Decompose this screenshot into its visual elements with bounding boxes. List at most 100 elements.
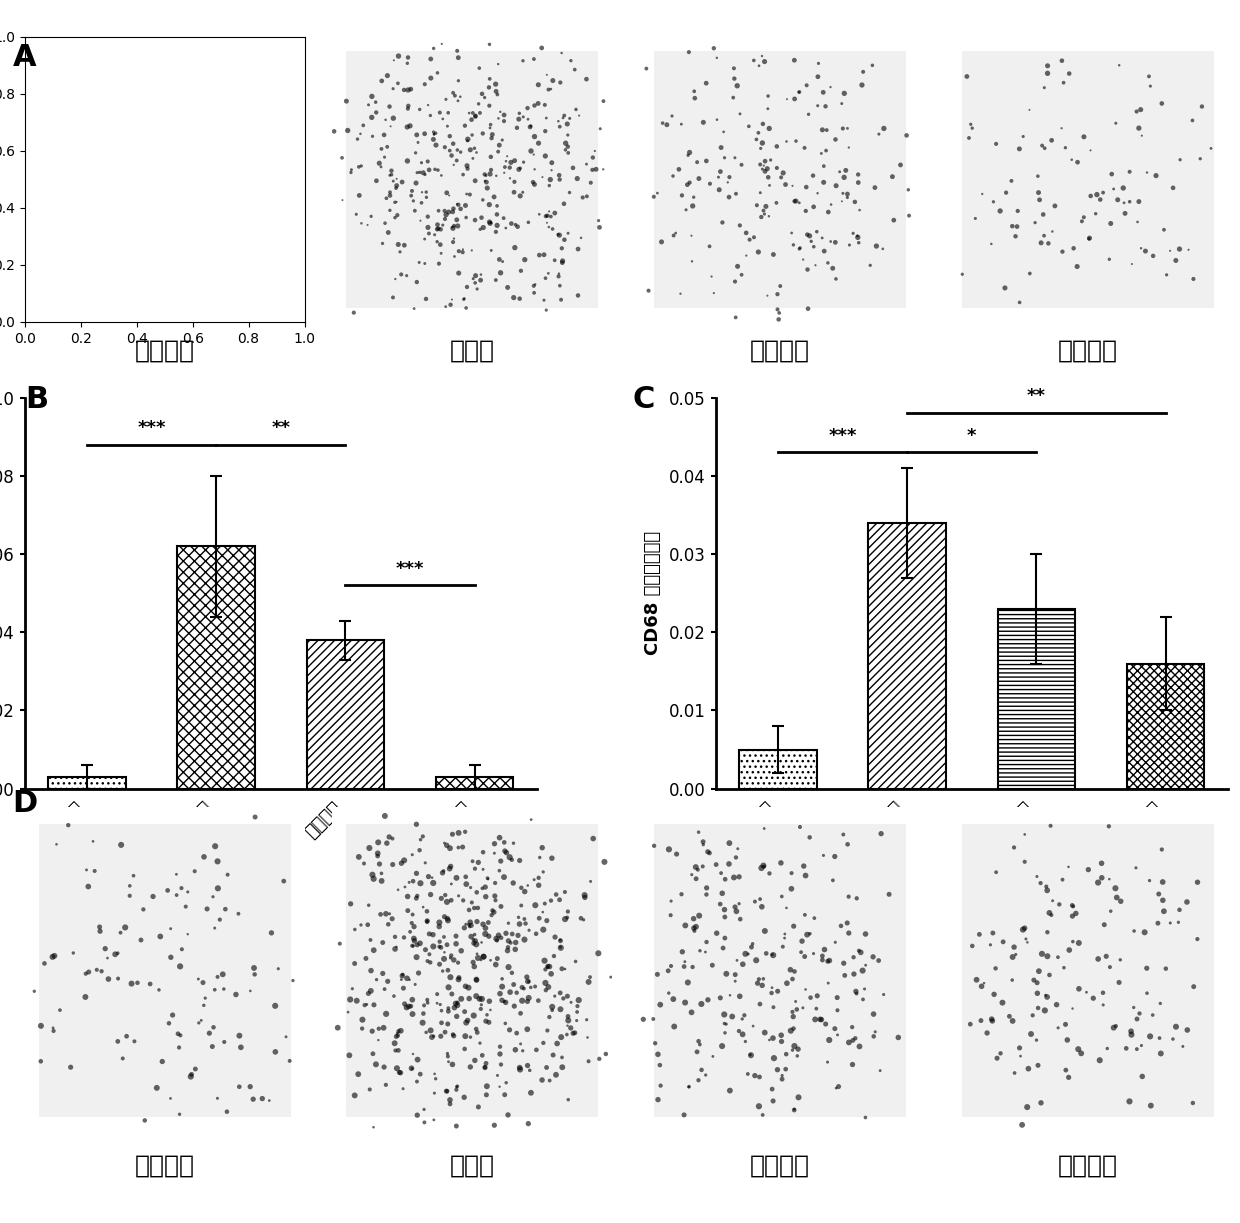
Point [869, 950, 889, 970]
Point [182, 150, 202, 170]
Point [866, 1022, 885, 1042]
Point [672, 884, 692, 904]
Point [696, 1065, 715, 1085]
Point [744, 227, 764, 247]
Point [464, 956, 484, 976]
Point [109, 61, 129, 81]
Point [738, 1064, 758, 1084]
Point [415, 854, 435, 873]
Point [750, 138, 770, 158]
Point [443, 1025, 463, 1044]
Point [487, 84, 507, 104]
Point [523, 172, 543, 192]
Point [438, 116, 458, 136]
Point [714, 1005, 734, 1025]
Point [464, 1005, 484, 1025]
Point [42, 947, 62, 966]
Point [470, 103, 490, 122]
Point [408, 132, 428, 152]
Point [218, 865, 238, 884]
Point [801, 231, 821, 251]
Point [382, 161, 402, 181]
Point [1045, 196, 1065, 215]
Point [466, 987, 486, 1007]
Point [465, 106, 485, 126]
Point [180, 83, 200, 103]
Point [884, 210, 904, 230]
Point [497, 940, 517, 960]
Point [458, 278, 477, 297]
Point [228, 904, 248, 923]
Point [975, 974, 994, 993]
Point [467, 1022, 487, 1042]
Point [552, 959, 572, 978]
Point [467, 944, 487, 964]
Point [558, 987, 578, 1007]
Point [383, 171, 403, 191]
Point [392, 966, 412, 986]
Point [838, 887, 858, 906]
Point [481, 115, 501, 135]
Point [418, 95, 438, 115]
Point [528, 868, 548, 888]
Point [434, 833, 454, 852]
Point [1168, 912, 1188, 932]
Point [883, 166, 903, 186]
Point [500, 158, 520, 177]
Point [486, 929, 506, 949]
Point [1202, 138, 1221, 158]
Point [1100, 958, 1120, 977]
Point [719, 168, 739, 187]
Point [680, 143, 699, 163]
Point [528, 133, 548, 153]
Point [1183, 110, 1203, 130]
Point [454, 890, 474, 910]
Point [1048, 1018, 1068, 1037]
Point [362, 1021, 382, 1041]
Point [784, 1007, 804, 1026]
Point [725, 971, 745, 991]
Point [738, 944, 758, 964]
Point [1114, 179, 1133, 198]
Point [171, 878, 191, 898]
Point [69, 128, 89, 148]
Point [265, 1042, 285, 1062]
Point [466, 970, 486, 989]
Point [446, 150, 466, 170]
Point [398, 81, 418, 100]
Point [455, 822, 475, 841]
Point [1028, 983, 1048, 1003]
Point [377, 137, 397, 157]
Point [242, 99, 262, 119]
Point [1032, 136, 1052, 155]
Point [516, 914, 536, 933]
Point [580, 172, 600, 192]
Point [502, 850, 522, 870]
Point [368, 1019, 388, 1038]
Point [1132, 126, 1152, 146]
Point [47, 834, 67, 854]
Point [277, 1027, 296, 1047]
Point [347, 991, 367, 1010]
Point [579, 972, 599, 992]
Point [707, 923, 727, 943]
Point [952, 264, 972, 284]
Point [776, 1044, 796, 1064]
Point [816, 97, 836, 116]
Point [794, 856, 813, 876]
Point [542, 1000, 562, 1020]
Text: C: C [632, 385, 655, 415]
Point [31, 1052, 51, 1071]
Point [213, 965, 233, 985]
Point [539, 218, 559, 237]
Point [345, 920, 365, 939]
Point [490, 1077, 510, 1097]
Point [1166, 251, 1185, 270]
Point [558, 1007, 578, 1026]
Point [455, 116, 475, 136]
Point [537, 1058, 557, 1077]
Point [87, 960, 107, 980]
Point [749, 56, 769, 76]
Point [839, 1032, 859, 1052]
Point [746, 950, 766, 970]
